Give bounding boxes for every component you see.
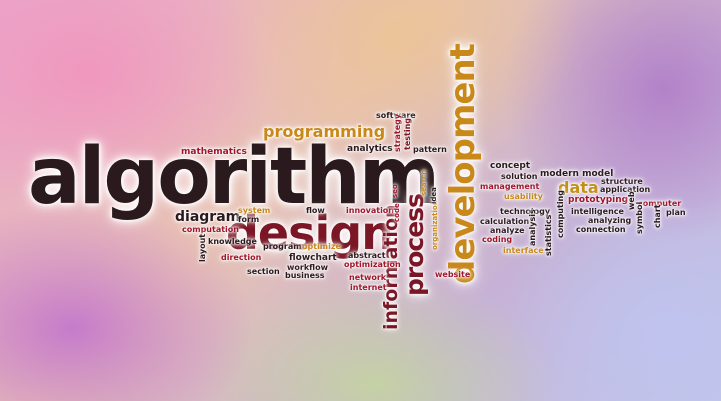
word-concept: concept xyxy=(490,161,531,171)
word-form: form xyxy=(238,215,260,224)
word-development: development xyxy=(443,44,483,284)
word-knowledge: knowledge xyxy=(208,237,257,246)
word-computation: computation xyxy=(182,225,239,234)
word-application: application xyxy=(600,185,651,194)
word-connection: connection xyxy=(576,225,626,234)
word-process: process xyxy=(400,194,429,296)
word-pattern: pattern xyxy=(413,145,447,154)
word-technology: technology xyxy=(500,207,551,216)
word-seo: seo xyxy=(391,184,399,198)
word-system: system xyxy=(238,206,271,215)
word-coding: coding xyxy=(482,235,513,244)
word-mathematics: mathematics xyxy=(181,147,247,157)
word-web: web xyxy=(627,191,636,210)
word-management: management xyxy=(480,182,540,191)
word-analyze: analyze xyxy=(490,226,525,235)
word-innovation: innovation xyxy=(346,206,394,215)
word-structure: structure xyxy=(601,177,643,186)
word-analytics: analytics xyxy=(347,144,393,154)
word-search: search xyxy=(420,169,428,196)
word-algorithm: algorithm xyxy=(28,132,440,222)
word-strategy: strategy xyxy=(393,113,402,152)
word-workflow: workflow xyxy=(287,263,328,272)
word-computer: computer xyxy=(638,199,682,208)
word-intelligence: intelligence xyxy=(571,207,624,216)
word-symbol: symbol xyxy=(635,201,644,234)
word-analysis: analysis xyxy=(528,209,537,246)
word-testing: testing xyxy=(403,118,412,150)
word-optimize: optimize xyxy=(302,242,341,251)
word-statistics: statistics xyxy=(544,214,553,256)
word-prototyping: prototyping xyxy=(568,195,629,205)
word-software: software xyxy=(376,111,416,120)
word-modern-model: modern model xyxy=(540,169,614,179)
word-calculation: calculation xyxy=(480,217,530,226)
word-network: network xyxy=(349,273,387,282)
word-code: code xyxy=(393,203,401,222)
word-website: website xyxy=(435,270,471,279)
word-solution: solution xyxy=(501,172,538,181)
word-flowchart: flowchart xyxy=(289,253,337,263)
word-data: data xyxy=(558,178,599,197)
word-internet: internet xyxy=(350,283,387,292)
word-section: section xyxy=(247,267,280,276)
word-program: program xyxy=(263,242,302,251)
word-optimization: optimization xyxy=(344,260,401,269)
word-business: business xyxy=(285,271,325,280)
word-computing: computing xyxy=(556,190,565,238)
word-flow: flow xyxy=(306,206,325,215)
word-analyzing: analyzing xyxy=(588,216,632,225)
word-chart: chart xyxy=(653,204,662,228)
word-idea: idea xyxy=(430,187,438,204)
word-abstract: abstract xyxy=(348,251,386,260)
word-direction: direction xyxy=(221,253,262,262)
word-usability: usability xyxy=(504,192,543,201)
word-organization: organization xyxy=(431,200,439,250)
word-layout: layout xyxy=(198,233,207,262)
word-plan: plan xyxy=(666,208,686,217)
word-interface: interface xyxy=(503,246,544,255)
word-diagram: diagram xyxy=(175,209,241,225)
word-design: design xyxy=(226,206,394,260)
word-programming: programming xyxy=(263,122,386,141)
